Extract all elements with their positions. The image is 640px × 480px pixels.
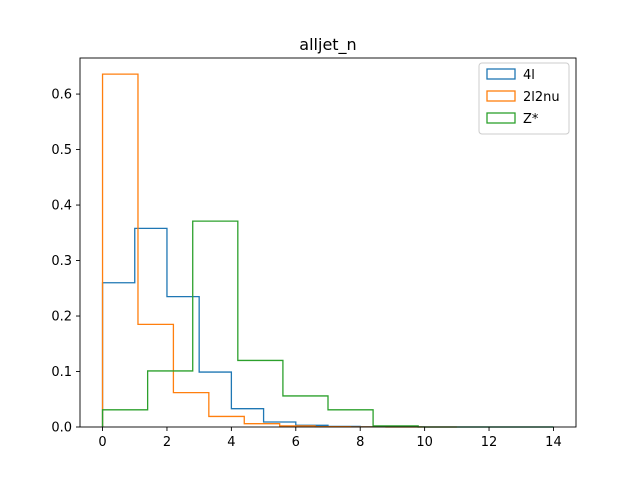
legend-swatch-3	[486, 112, 516, 124]
legend-swatch-1	[486, 68, 516, 80]
y-tick-label: 0.3	[51, 254, 72, 269]
legend-label-3: Z*	[523, 112, 539, 127]
x-tick-label: 10	[416, 435, 433, 450]
x-tick-label: 6	[292, 435, 300, 450]
x-tick-label: 8	[356, 435, 364, 450]
x-tick-label: 0	[98, 435, 106, 450]
x-tick-label: 2	[163, 435, 171, 450]
legend: 4l 2l2nu Z*	[478, 62, 570, 135]
axes-frame	[79, 57, 577, 428]
x-tick-label: 12	[481, 435, 498, 450]
x-tick-label: 14	[545, 435, 562, 450]
y-tick-label: 0.4	[51, 199, 72, 214]
y-tick-label: 0.2	[51, 310, 72, 325]
legend-swatch-2	[486, 90, 516, 102]
y-tick-label: 0.5	[51, 143, 72, 158]
legend-box	[478, 62, 570, 135]
y-tick-label: 0.0	[51, 421, 72, 436]
y-tick-label: 0.1	[51, 365, 72, 380]
x-tick-label: 4	[227, 435, 235, 450]
legend-label-2: 2l2nu	[523, 90, 560, 105]
axes-layer: 0 2 4 6 8 10 12 14 0.0 0.1 0.2 0.3 0.4 0.5 0.6	[51, 57, 577, 450]
chart-title: alljet_n	[299, 35, 356, 55]
legend-label-1: 4l	[523, 68, 535, 83]
y-tick-label: 0.6	[51, 88, 72, 103]
